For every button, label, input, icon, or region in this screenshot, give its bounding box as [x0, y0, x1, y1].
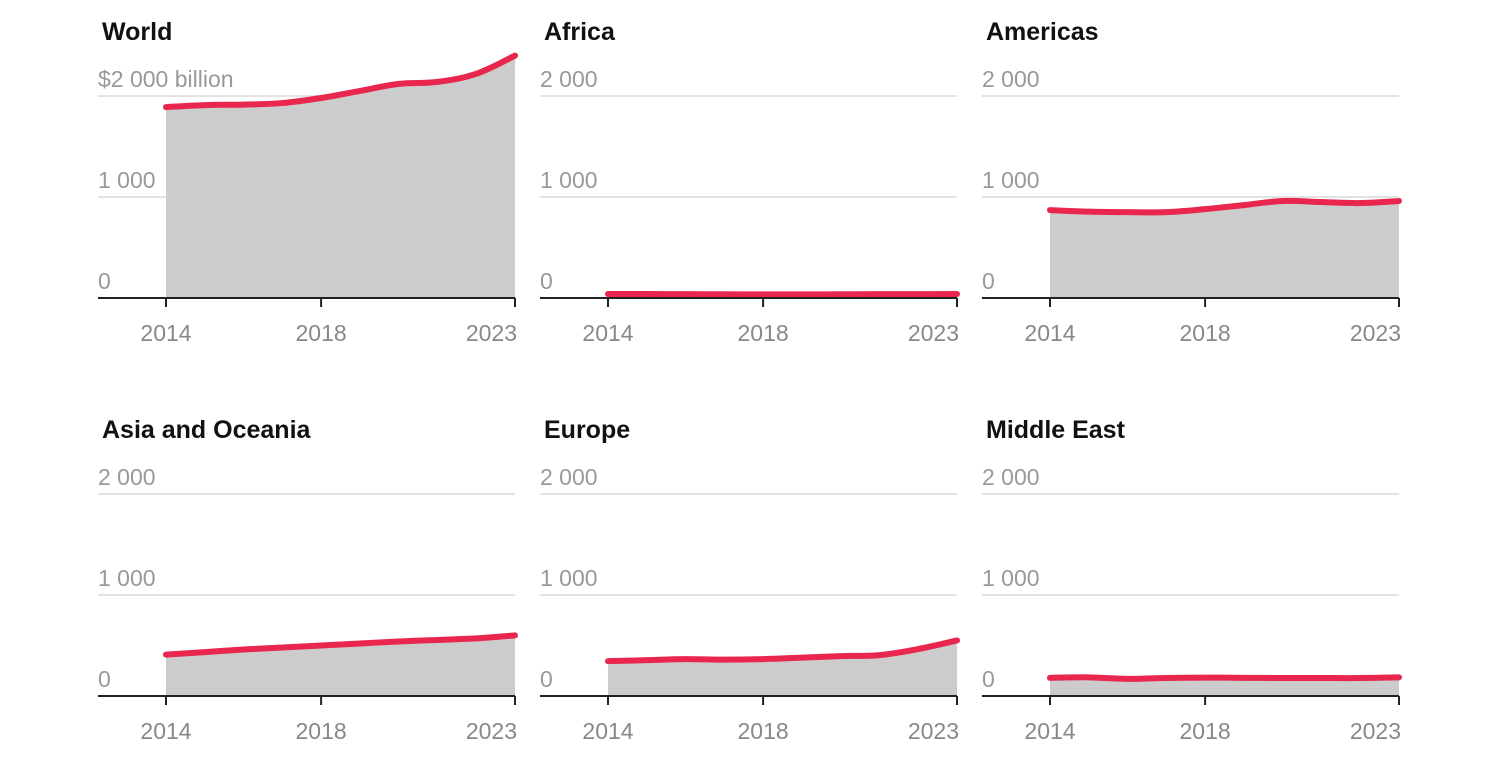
panel-title: Asia and Oceania [102, 416, 312, 444]
series-line [163, 632, 518, 658]
panel-title: World [102, 18, 172, 46]
area-fill [166, 55, 515, 298]
x-tick-label: 2023 [908, 718, 959, 744]
y-tick-label: 1 000 [98, 167, 156, 193]
x-tick-label: 2023 [466, 320, 517, 346]
y-tick-label: 0 [982, 666, 995, 692]
panel-africa: 0 1 000 2 000 2014 2018 2023 Africa [540, 18, 960, 346]
series-line [1047, 674, 1402, 682]
y-tick-label: 1 000 [98, 565, 156, 591]
x-tick-label: 2014 [582, 320, 633, 346]
x-tick-label: 2014 [1024, 718, 1075, 744]
y-tick-label: 2 000 [982, 464, 1040, 490]
panel-europe: 0 1 000 2 000 2014 2018 2023 Europe [540, 416, 960, 744]
y-tick-label: 1 000 [540, 565, 598, 591]
series-line [605, 637, 960, 665]
x-tick-label: 2023 [908, 320, 959, 346]
panel-title: Middle East [986, 416, 1126, 444]
y-tick-label: 2 000 [982, 66, 1040, 92]
y-tick-label: $2 000 billion [98, 66, 234, 92]
y-tick-label: 0 [98, 666, 111, 692]
y-tick-label: 1 000 [982, 167, 1040, 193]
x-tick-label: 2018 [1180, 718, 1231, 744]
y-tick-label: 1 000 [982, 565, 1040, 591]
area-fill [608, 640, 957, 696]
x-tick-label: 2018 [1180, 320, 1231, 346]
series-line [163, 52, 518, 111]
x-tick-label: 2018 [296, 718, 347, 744]
y-tick-label: 2 000 [540, 464, 598, 490]
x-tick-label: 2023 [1350, 320, 1401, 346]
x-tick-label: 2014 [140, 320, 191, 346]
y-tick-label: 0 [98, 268, 111, 294]
x-tick-label: 2023 [1350, 718, 1401, 744]
series-line [1047, 197, 1402, 216]
y-tick-label: 2 000 [98, 464, 156, 490]
panel-title: Americas [986, 18, 1099, 46]
panel-title: Europe [544, 416, 630, 444]
area-fill [1050, 677, 1399, 696]
y-tick-label: 0 [540, 268, 553, 294]
x-tick-label: 2014 [582, 718, 633, 744]
y-tick-label: 0 [982, 268, 995, 294]
y-tick-label: 2 000 [540, 66, 598, 92]
y-tick-label: 1 000 [540, 167, 598, 193]
x-tick-label: 2018 [296, 320, 347, 346]
panel-middle-east: 0 1 000 2 000 2014 2018 2023 Middle East [982, 416, 1402, 744]
x-tick-label: 2014 [140, 718, 191, 744]
panel-title: Africa [544, 18, 616, 46]
area-fill [1050, 200, 1399, 298]
x-tick-label: 2018 [738, 718, 789, 744]
panel-americas: 0 1 000 2 000 2014 2018 2023 Americas [982, 18, 1402, 346]
x-tick-label: 2023 [466, 718, 517, 744]
x-tick-label: 2014 [1024, 320, 1075, 346]
x-tick-label: 2018 [738, 320, 789, 346]
y-tick-label: 0 [540, 666, 553, 692]
panel-world: 0 1 000 $2 000 billion 2014 2018 2023 World [98, 18, 518, 346]
panel-asia-and-oceania: 0 1 000 2 000 2014 2018 2023 Asia and Oceania [98, 416, 518, 744]
